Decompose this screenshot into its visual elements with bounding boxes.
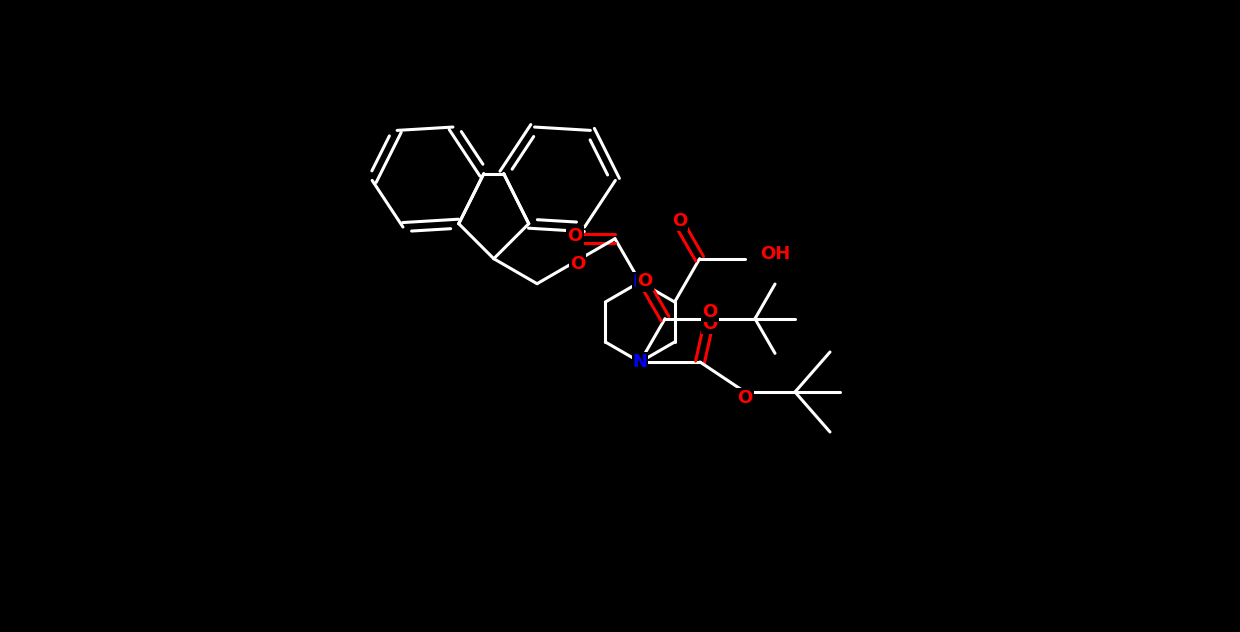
Text: OH: OH [760, 245, 790, 263]
Text: O: O [738, 389, 753, 407]
Text: N: N [632, 273, 647, 291]
Text: N: N [632, 353, 647, 371]
Text: O: O [637, 272, 652, 290]
Text: O: O [702, 315, 718, 332]
Text: O: O [569, 255, 585, 272]
Text: O: O [702, 303, 718, 321]
Text: O: O [672, 212, 687, 230]
Text: O: O [568, 227, 583, 245]
